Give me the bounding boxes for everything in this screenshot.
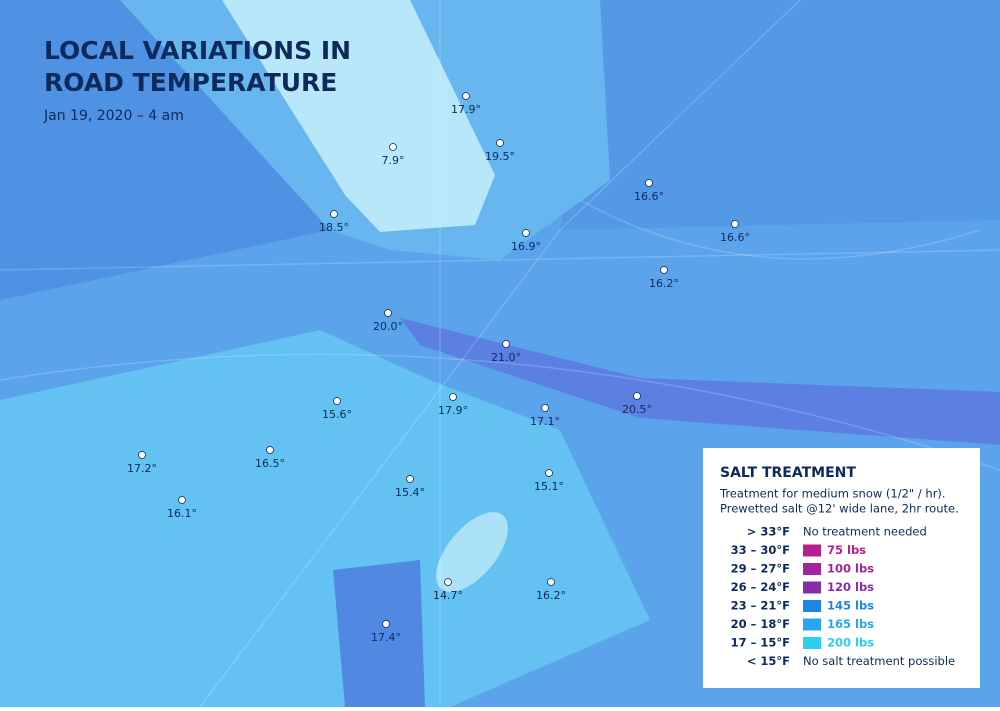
station-label: 18.5° (319, 221, 349, 234)
station-dot (522, 229, 530, 237)
title: ROAD TEMPERATURE (44, 68, 337, 97)
stations: 7.9° 17.9° 19.5° 16.6° 18.5° 16.9° 16.6° 16.2° 2… (127, 92, 750, 644)
legend-swatch (803, 544, 821, 557)
station-label: 16.6° (720, 231, 750, 244)
zone-cyan (0, 330, 650, 707)
station-dot (178, 496, 186, 504)
legend-treatment: 100 lbs (827, 562, 874, 576)
station-label: 15.6° (322, 408, 352, 421)
legend-swatch (803, 563, 821, 575)
station-dot (462, 92, 470, 100)
legend-swatch (803, 600, 821, 612)
legend-title: SALT TREATMENT (720, 465, 856, 481)
legend-treatment: 120 lbs (827, 580, 874, 594)
station-label: 20.0° (373, 320, 403, 333)
legend-treatment: 75 lbs (827, 543, 866, 557)
legend-box (703, 448, 980, 688)
station-label: 17.9° (451, 103, 481, 116)
station-label: 7.9° (382, 154, 405, 167)
station-dot (502, 340, 510, 348)
road (0, 249, 1000, 271)
title: LOCAL VARIATIONS IN (44, 36, 351, 65)
legend-range: 23 – 21°F (731, 599, 790, 613)
legend-description: Prewetted salt @12' wide lane, 2hr route… (720, 502, 959, 516)
legend-treatment: 165 lbs (827, 617, 874, 631)
station-label: 17.1° (530, 415, 560, 428)
legend-range: 26 – 24°F (731, 580, 790, 594)
station-label: 17.9° (438, 404, 468, 417)
zone-warm (400, 318, 1000, 445)
station-dot (547, 578, 555, 586)
station-dot (266, 446, 274, 454)
station-dot (333, 397, 341, 405)
station-dot (660, 266, 668, 274)
station-dot (330, 210, 338, 218)
zone-pale (222, 0, 495, 232)
legend-range: 29 – 27°F (731, 562, 790, 576)
station-dot (389, 143, 397, 151)
station-label: 16.2° (536, 589, 566, 602)
station-label: 20.5° (622, 403, 652, 416)
legend-range: < 15°F (747, 654, 790, 668)
legend-swatch (803, 618, 821, 631)
station-dot (633, 392, 641, 400)
station-dot (496, 139, 504, 147)
station-dot (444, 578, 452, 586)
station-label: 17.2° (127, 462, 157, 475)
legend-treatment: 200 lbs (827, 636, 874, 650)
zone-dark (0, 0, 330, 300)
station-label: 14.7° (433, 589, 463, 602)
station-label: 16.6° (634, 190, 664, 203)
river (579, 199, 981, 260)
legend-swatch (803, 581, 821, 594)
legend-treatment: No salt treatment possible (803, 654, 955, 668)
station-label: 17.4° (371, 631, 401, 644)
station-dot (449, 393, 457, 401)
legend-range: > 33°F (747, 525, 790, 539)
station-dot (382, 620, 390, 628)
date: Jan 19, 2020 – 4 am (43, 108, 184, 124)
station-label: 16.1° (167, 507, 197, 520)
station-dot (384, 309, 392, 317)
legend-treatment: No treatment needed (803, 525, 927, 539)
station-dot (545, 469, 553, 477)
legend-swatch (803, 637, 821, 649)
station-dot (731, 220, 739, 228)
station-dot (406, 475, 414, 483)
station-label: 21.0° (491, 351, 521, 364)
legend-range: 17 – 15°F (731, 636, 790, 650)
zone-dark (333, 560, 425, 707)
legend-range: 20 – 18°F (731, 617, 790, 631)
station-label: 15.4° (395, 486, 425, 499)
zone-dark (560, 0, 1000, 230)
zone-pale (436, 512, 508, 592)
legend: SALT TREATMENT Treatment for medium snow… (703, 448, 980, 688)
legend-description: Treatment for medium snow (1/2" / hr). (719, 487, 946, 501)
road (0, 353, 1000, 471)
legend-range: 33 – 30°F (731, 543, 790, 557)
station-dot (645, 179, 653, 187)
road (199, 0, 801, 708)
station-label: 19.5° (485, 150, 515, 163)
station-label: 15.1° (534, 480, 564, 493)
legend-treatment: 145 lbs (827, 599, 874, 613)
station-dot (138, 451, 146, 459)
station-label: 16.5° (255, 457, 285, 470)
station-dot (541, 404, 549, 412)
station-label: 16.9° (511, 240, 541, 253)
station-label: 16.2° (649, 277, 679, 290)
